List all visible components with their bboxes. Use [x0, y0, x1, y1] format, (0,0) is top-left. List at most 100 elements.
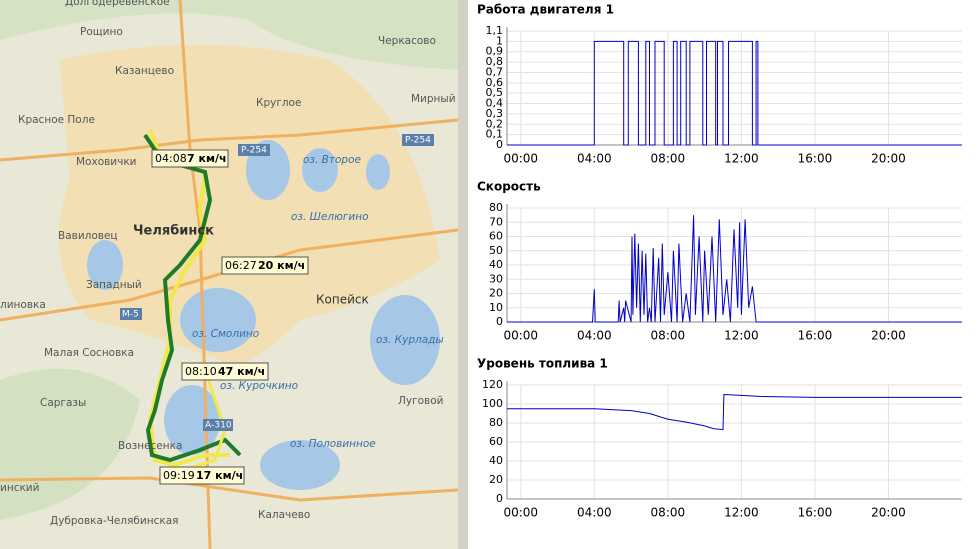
forest — [0, 368, 140, 520]
y-tick-label: 40 — [489, 454, 503, 467]
y-tick-label: 100 — [482, 397, 503, 410]
y-tick-label: 0,8 — [486, 55, 504, 68]
route-marker[interactable]: 09:19 17 км/ч — [159, 466, 245, 485]
road-label: М-5 — [122, 310, 139, 320]
place-label: Долгодеревенское — [65, 0, 170, 8]
y-tick-label: 60 — [489, 230, 503, 243]
marker-speed: 7 км/ч — [187, 152, 227, 165]
y-tick-label: 0 — [496, 315, 503, 328]
road-sign — [120, 308, 142, 320]
y-tick-label: 20 — [489, 287, 503, 300]
x-tick-label: 12:00 — [724, 329, 759, 343]
y-tick-label: 20 — [489, 473, 503, 486]
y-tick-label: 10 — [489, 301, 503, 314]
y-tick-label: 50 — [489, 244, 503, 257]
lake-label: оз. Курочкино — [220, 380, 298, 392]
x-tick-label: 16:00 — [798, 152, 833, 166]
lake — [260, 440, 340, 490]
place-label: линовка — [0, 299, 46, 311]
place-label: Малая Сосновка — [44, 347, 134, 359]
marker-time: 04:08 — [155, 152, 187, 165]
y-tick-label: 0,1 — [486, 128, 504, 141]
y-tick-label: 1,1 — [486, 24, 504, 37]
place-label: Саргазы — [40, 397, 86, 409]
road-label: Р-254 — [405, 136, 431, 146]
x-tick-label: 08:00 — [651, 506, 686, 520]
lake-label: оз. Смолино — [192, 328, 259, 340]
route-marker[interactable]: 04:08 7 км/ч — [151, 149, 229, 168]
y-tick-label: 0,3 — [486, 107, 504, 120]
lake — [180, 288, 256, 352]
road — [0, 118, 459, 162]
lake — [366, 154, 390, 190]
road-sign — [402, 134, 434, 146]
place-label: Черкасово — [378, 35, 436, 47]
marker-speed: 47 км/ч — [218, 365, 265, 378]
x-tick-label: 00:00 — [503, 152, 538, 166]
marker-box — [151, 149, 229, 168]
lake — [87, 240, 123, 290]
route-marker[interactable]: 06:27 20 км/ч — [221, 256, 309, 275]
marker-time: 08:10 — [185, 365, 217, 378]
x-tick-label: 00:00 — [503, 506, 538, 520]
marker-box — [221, 256, 309, 275]
data-line — [507, 40, 962, 146]
road — [178, 0, 212, 549]
chart-title: Скорость — [477, 180, 541, 194]
place-label: Вавиловец — [58, 230, 118, 242]
y-tick-label: 0,2 — [486, 117, 504, 130]
road-label: А-310 — [205, 421, 232, 431]
road — [0, 476, 459, 502]
x-tick-label: 20:00 — [871, 152, 906, 166]
map[interactable]: Долгодеревенское Рощино Казанцево Черкас… — [0, 0, 459, 549]
road — [0, 228, 459, 322]
lake-label: оз. Шелюгино — [291, 211, 369, 223]
road-label: Р-254 — [241, 146, 267, 156]
y-tick-label: 1 — [496, 34, 503, 47]
splitter[interactable] — [458, 0, 468, 549]
marker-time: 06:27 — [225, 259, 257, 272]
x-tick-label: 12:00 — [724, 506, 759, 520]
y-tick-label: 0 — [496, 492, 503, 505]
marker-speed: 20 км/ч — [258, 259, 305, 272]
chart-title: Уровень топлива 1 — [477, 357, 608, 371]
place-label: Мирный — [411, 93, 456, 105]
charts: Работа двигателя 100,10,20,30,40,50,60,7… — [477, 3, 962, 520]
route — [143, 133, 242, 463]
y-tick-label: 40 — [489, 258, 503, 271]
y-tick-label: 30 — [489, 272, 503, 285]
y-tick-label: 0,4 — [486, 97, 504, 110]
x-tick-label: 08:00 — [651, 152, 686, 166]
place-label: Калачево — [258, 509, 310, 521]
marker-speed: 17 км/ч — [196, 469, 243, 482]
x-tick-label: 16:00 — [798, 506, 833, 520]
city-label: Челябинск — [133, 224, 214, 239]
y-tick-label: 120 — [482, 378, 503, 391]
road-sign — [203, 419, 233, 431]
y-tick-label: 0,9 — [486, 45, 504, 58]
route-marker[interactable]: 08:10 47 км/ч — [181, 362, 269, 381]
city-label: Копейск — [316, 293, 369, 307]
lake — [370, 295, 440, 385]
x-tick-label: 04:00 — [577, 329, 612, 343]
place-label: инский — [0, 482, 39, 494]
place-label: Луговой — [398, 395, 444, 407]
y-tick-label: 0,7 — [486, 65, 504, 78]
x-tick-label: 20:00 — [871, 506, 906, 520]
x-tick-label: 08:00 — [651, 329, 686, 343]
y-tick-label: 70 — [489, 215, 503, 228]
y-tick-label: 0 — [496, 138, 503, 151]
road-sign — [238, 144, 270, 156]
x-tick-label: 00:00 — [503, 329, 538, 343]
marker-time: 09:19 — [163, 469, 195, 482]
place-label: Вознесенка — [118, 440, 182, 452]
x-tick-label: 16:00 — [798, 329, 833, 343]
x-tick-label: 04:00 — [577, 506, 612, 520]
lake-label: оз. Второе — [303, 154, 361, 166]
y-tick-label: 0,5 — [486, 86, 504, 99]
x-tick-label: 12:00 — [724, 152, 759, 166]
lake-label: оз. Половинное — [290, 438, 376, 450]
place-label: Казанцево — [115, 65, 174, 77]
data-line — [507, 215, 962, 323]
